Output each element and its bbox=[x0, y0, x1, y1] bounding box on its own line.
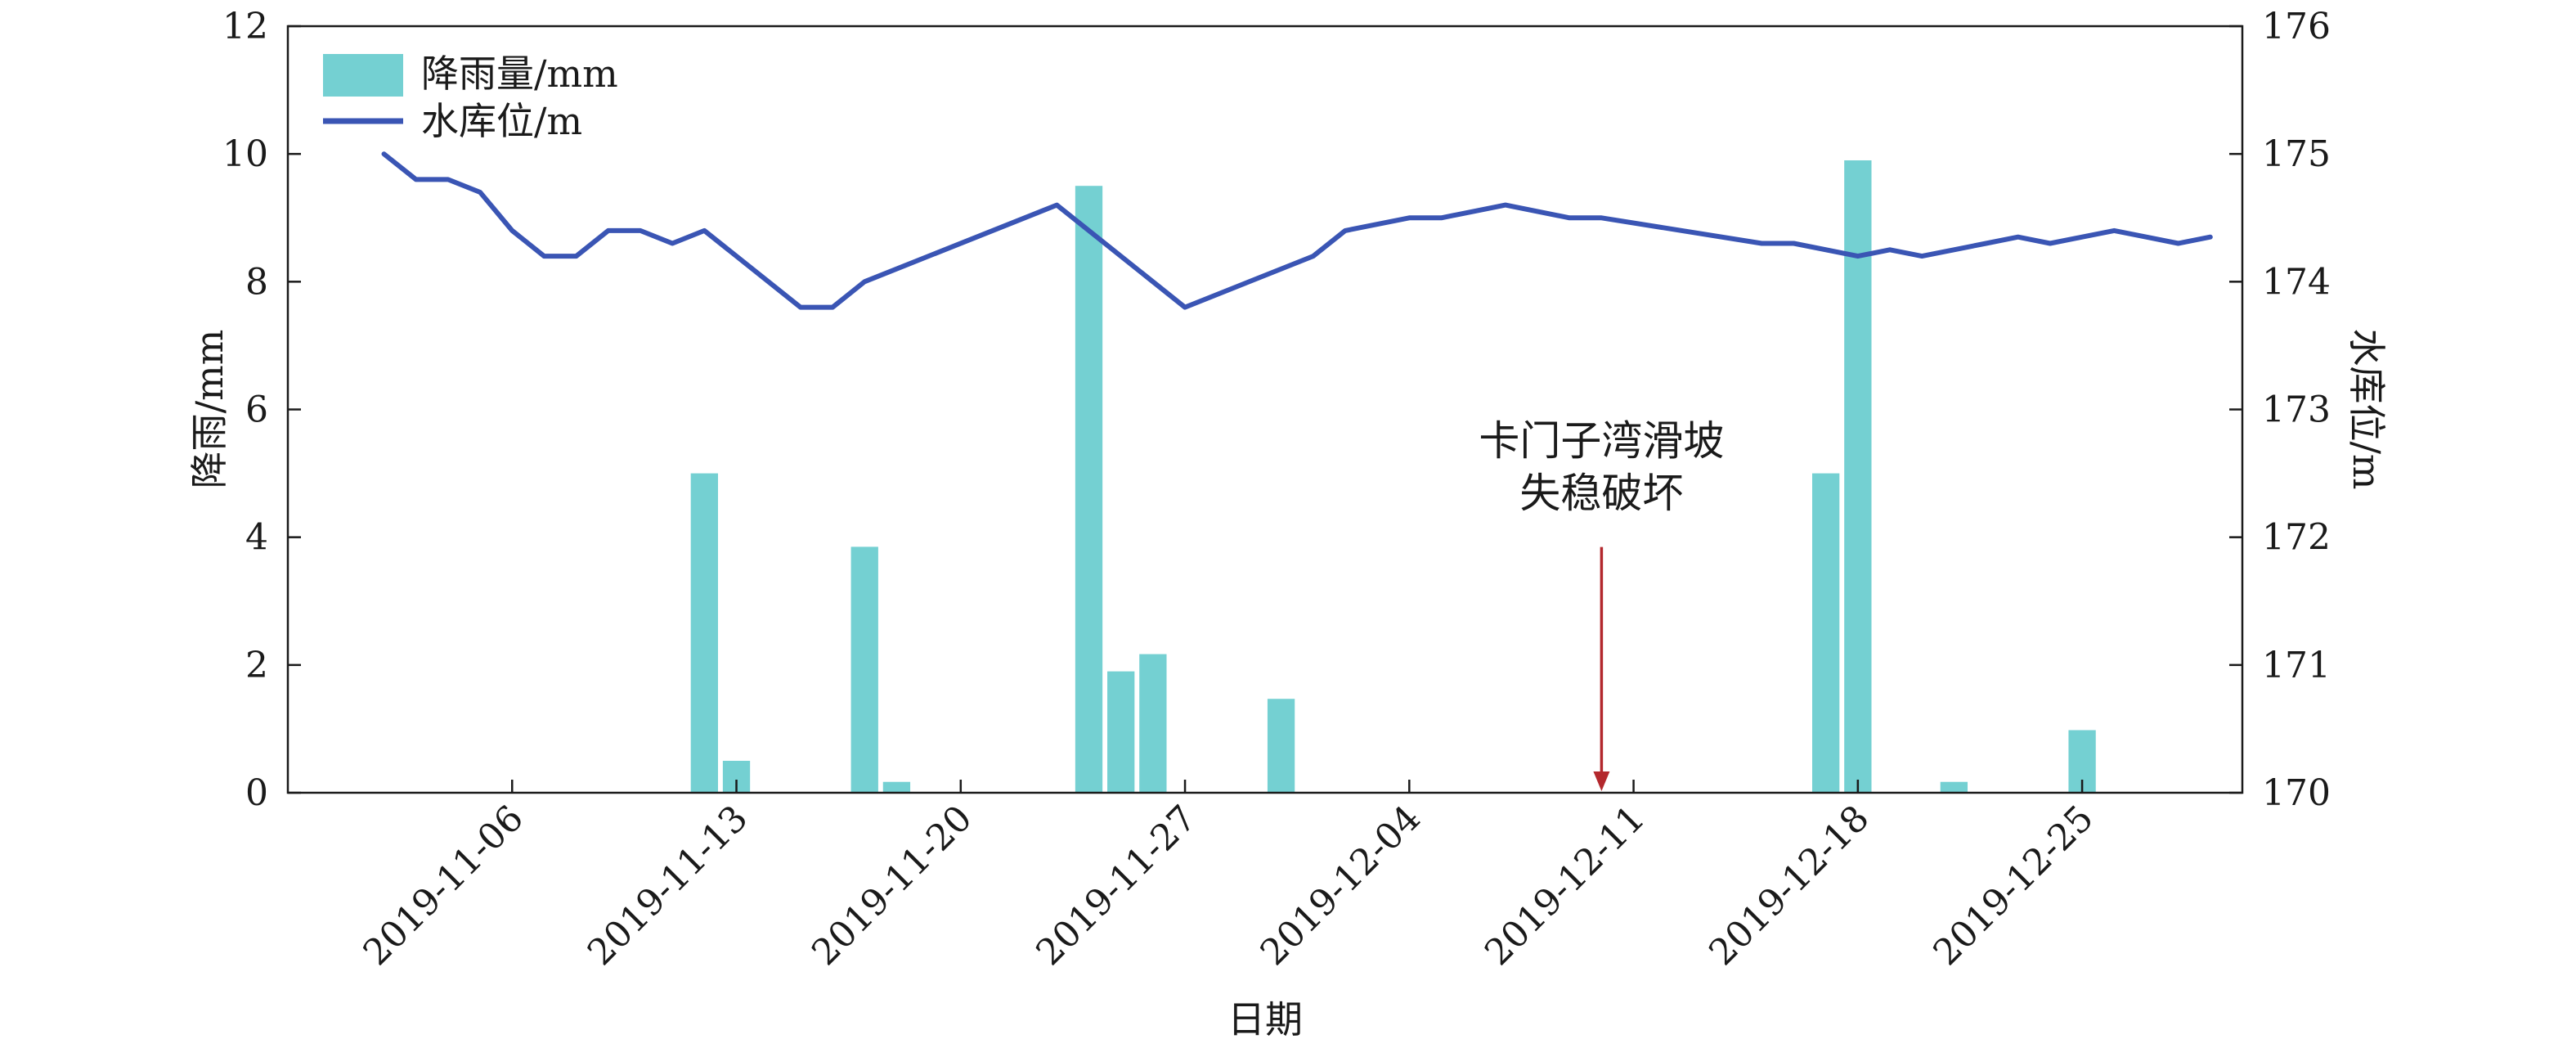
y-axis-title-left: 降雨/mm bbox=[187, 330, 231, 489]
left-axis-ticks: 0 2 4 6 8 10 12 bbox=[222, 6, 301, 814]
x-tick-label-6: 2019-12-18 bbox=[1701, 798, 1877, 974]
rainfall-bar-0 bbox=[690, 473, 718, 793]
left-tick-label-2: 4 bbox=[245, 517, 268, 559]
x-tick-label-4: 2019-12-04 bbox=[1253, 798, 1429, 974]
rainfall-bar-9 bbox=[1844, 160, 1872, 794]
rainfall-bar-2 bbox=[850, 546, 878, 793]
rainfall-bar-10 bbox=[1940, 781, 1968, 793]
rainfall-bar-6 bbox=[1139, 654, 1167, 793]
annotation-text-line-1: 卡门子湾滑坡 bbox=[1479, 417, 1724, 465]
right-tick-label-1: 171 bbox=[2262, 645, 2331, 686]
x-tick-label-2: 2019-11-20 bbox=[804, 798, 980, 974]
reservoir-level-line bbox=[381, 151, 2213, 310]
right-tick-label-0: 170 bbox=[2262, 772, 2331, 814]
x-tick-label-0: 2019-11-06 bbox=[356, 798, 532, 974]
left-tick-label-5: 10 bbox=[222, 133, 268, 175]
x-axis-title: 日期 bbox=[1227, 997, 1303, 1041]
x-tick-label-1: 2019-11-13 bbox=[580, 798, 756, 974]
rainfall-bar-4 bbox=[1075, 186, 1103, 794]
x-tick-label-3: 2019-11-27 bbox=[1028, 798, 1204, 974]
failure-annotation: 卡门子湾滑坡 失稳破坏 bbox=[1479, 417, 1724, 791]
annotation-text-line-2: 失稳破坏 bbox=[1519, 470, 1683, 517]
annotation-arrowhead bbox=[1593, 771, 1610, 791]
right-tick-label-2: 172 bbox=[2262, 517, 2331, 559]
left-tick-label-3: 6 bbox=[245, 389, 268, 431]
right-tick-label-6: 176 bbox=[2262, 6, 2331, 47]
x-tick-label-7: 2019-12-25 bbox=[1925, 798, 2101, 974]
left-tick-label-4: 8 bbox=[245, 261, 268, 303]
right-axis-ticks: 170 171 172 173 174 175 176 bbox=[2229, 6, 2331, 814]
rainfall-bar-7 bbox=[1267, 699, 1295, 793]
x-axis-ticks: 2019-11-06 2019-11-13 2019-11-20 2019-11-27… bbox=[356, 780, 2102, 974]
left-tick-label-1: 2 bbox=[245, 645, 268, 686]
rainfall-bar-3 bbox=[882, 781, 911, 793]
left-tick-label-6: 12 bbox=[222, 6, 268, 47]
right-tick-label-4: 174 bbox=[2262, 261, 2331, 303]
rainfall-bar-5 bbox=[1107, 671, 1135, 793]
rainfall-bar-8 bbox=[1812, 473, 1840, 793]
legend: 降雨量/mm 水库位/m bbox=[323, 52, 618, 143]
left-tick-label-0: 0 bbox=[245, 772, 268, 814]
right-tick-label-5: 175 bbox=[2262, 133, 2331, 175]
right-tick-label-3: 173 bbox=[2262, 389, 2331, 431]
legend-label-rainfall: 降雨量/mm bbox=[421, 52, 618, 96]
x-tick-label-5: 2019-12-11 bbox=[1477, 798, 1653, 974]
rainfall-bars bbox=[690, 160, 2096, 794]
legend-swatch-rainfall bbox=[323, 54, 403, 97]
legend-label-reservoir: 水库位/m bbox=[421, 99, 582, 143]
y-axis-title-right: 水库位/m bbox=[2345, 328, 2389, 489]
